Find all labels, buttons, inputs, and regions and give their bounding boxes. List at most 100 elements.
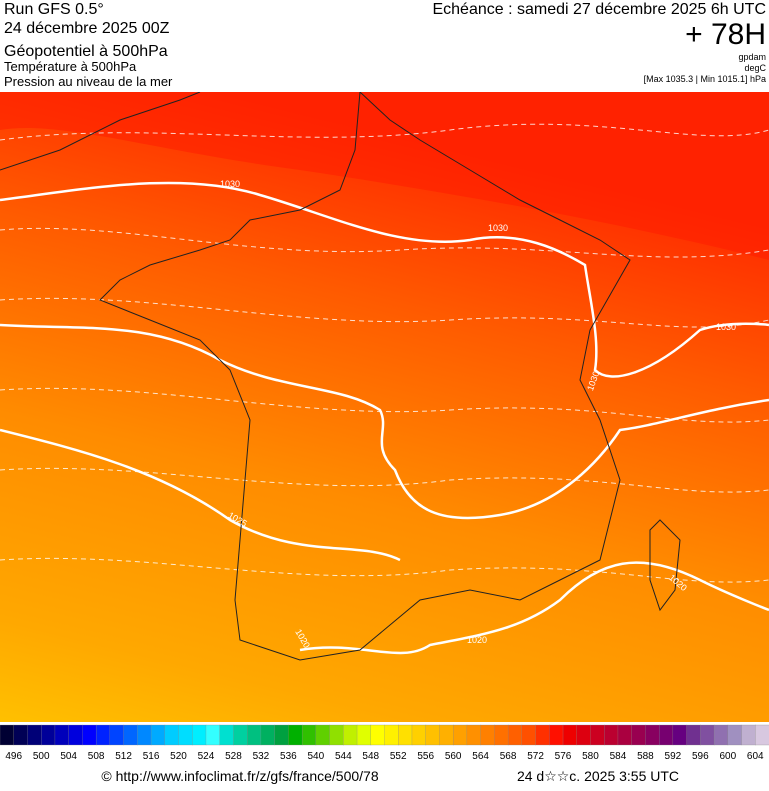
colorbar-cell: [27, 724, 42, 746]
colorbar-label: 524: [198, 751, 215, 762]
pressure-range: [Max 1035.3 | Min 1015.1] hPa: [644, 74, 766, 84]
colorbar-cell: [686, 724, 701, 746]
colorbar-cell: [439, 724, 454, 746]
colorbar-label: 512: [115, 751, 132, 762]
colorbar-cell: [576, 724, 591, 746]
colorbar-label: 532: [253, 751, 270, 762]
colorbar-cell: [727, 724, 742, 746]
colorbar-cell: [604, 724, 619, 746]
colorbar-cell: [315, 724, 331, 746]
colorbar-cell: [260, 724, 276, 746]
colorbar-cell: [645, 724, 660, 746]
colorbar-cell: [755, 724, 769, 746]
colorbar-cell: [507, 724, 523, 746]
colorbar-cell: [535, 724, 550, 746]
colorbar-label: 584: [610, 751, 627, 762]
colorbar-cell: [356, 724, 372, 746]
colorbar-cell: [123, 724, 138, 746]
footer-url: © http://www.infoclimat.fr/z/gfs/france/…: [101, 768, 378, 784]
map: [0, 92, 769, 722]
colorbar-label: 504: [60, 751, 77, 762]
run-date: 24 décembre 2025 00Z: [4, 20, 170, 37]
isobars: [0, 181, 769, 655]
colorbar-cell: [590, 724, 605, 746]
colorbar-cell: [109, 724, 125, 746]
colorbar-label: 588: [637, 751, 654, 762]
field-geopotential: Géopotentiel à 500hPa: [4, 43, 168, 60]
colorbar-label: 580: [582, 751, 599, 762]
colorbar-cell: [480, 724, 495, 746]
colorbar-cell: [343, 724, 358, 746]
colorbar-label: 548: [362, 751, 379, 762]
colorbar-cell: [247, 724, 262, 746]
colorbar-cell: [178, 724, 193, 746]
colorbar-cell: [398, 724, 413, 746]
colorbar-cell: [521, 724, 537, 746]
colorbar-cell: [0, 724, 15, 746]
colorbar-label: 520: [170, 751, 187, 762]
colorbar-cell: [137, 724, 152, 746]
colorbar-cell: [301, 724, 317, 746]
colorbar-cell: [205, 724, 221, 746]
colorbar-label: 600: [719, 751, 736, 762]
colorbar-label: 528: [225, 751, 242, 762]
colorbar-cell: [41, 724, 56, 746]
colorbar-label: 572: [527, 751, 544, 762]
colorbar-label: 576: [555, 751, 572, 762]
colorbar-label: 496: [5, 751, 22, 762]
colorbar-cell: [192, 724, 207, 746]
field-pressure: Pression au niveau de la mer: [4, 74, 173, 89]
colorbar-label: 536: [280, 751, 297, 762]
colorbar-cell: [713, 724, 729, 746]
colorbar-cell: [411, 724, 427, 746]
valid-time: Echéance : samedi 27 décembre 2025 6h UT…: [432, 1, 766, 18]
colorbar-cell: [672, 724, 688, 746]
colorbar-label: 516: [143, 751, 160, 762]
isobar-label: 1030: [716, 322, 736, 332]
colorbar-cell: [13, 724, 28, 746]
colorbar-label: 500: [33, 751, 50, 762]
colorbar-cell: [54, 724, 70, 746]
colorbar-cell: [370, 724, 385, 746]
colorbar-label: 552: [390, 751, 407, 762]
colorbar-cell: [549, 724, 564, 746]
isobar-label: 1030: [220, 179, 240, 189]
isobar-label: 1020: [467, 635, 487, 645]
colorbar-cell: [219, 724, 234, 746]
unit-degc: degC: [744, 63, 766, 73]
field-temperature: Température à 500hPa: [4, 59, 137, 74]
colorbar-label: 592: [665, 751, 682, 762]
colorbar-cell: [617, 724, 633, 746]
colorbar-label: 556: [417, 751, 434, 762]
colorbar-cell: [631, 724, 646, 746]
colorbar-cell: [700, 724, 715, 746]
colorbar-cell: [453, 724, 468, 746]
colorbar-cell: [329, 724, 344, 746]
colorbar-cell: [82, 724, 97, 746]
colorbar-cell: [658, 724, 674, 746]
unit-gpdam: gpdam: [738, 52, 766, 62]
colorbar-label: 564: [472, 751, 489, 762]
colorbar-cell: [68, 724, 83, 746]
colorbar-cell: [494, 724, 509, 746]
colorbar-cell: [274, 724, 289, 746]
colorbar-label: 540: [307, 751, 324, 762]
coastlines: [0, 92, 681, 661]
footer-stamp: 24 d☆☆c. 2025 3:55 UTC: [517, 768, 679, 784]
colorbar-cell: [562, 724, 578, 746]
isobar-label: 1030: [488, 223, 508, 233]
colorbar-cell: [466, 724, 482, 746]
colorbar-cell: [164, 724, 179, 746]
lead-time: + 78H: [685, 18, 766, 51]
colorbar-cell: [741, 724, 756, 746]
colorbar-cell: [233, 724, 248, 746]
colorbar-label: 596: [692, 751, 709, 762]
colorbar: 496 500 504 508 512 516 520 524 528 532 536 540 544 5…: [0, 724, 769, 762]
colorbar-cell: [95, 724, 111, 746]
colorbar-label: 544: [335, 751, 352, 762]
colorbar-label: 560: [445, 751, 462, 762]
colorbar-cell: [384, 724, 399, 746]
colorbar-cell: [288, 724, 303, 746]
colorbar-cell: [150, 724, 166, 746]
